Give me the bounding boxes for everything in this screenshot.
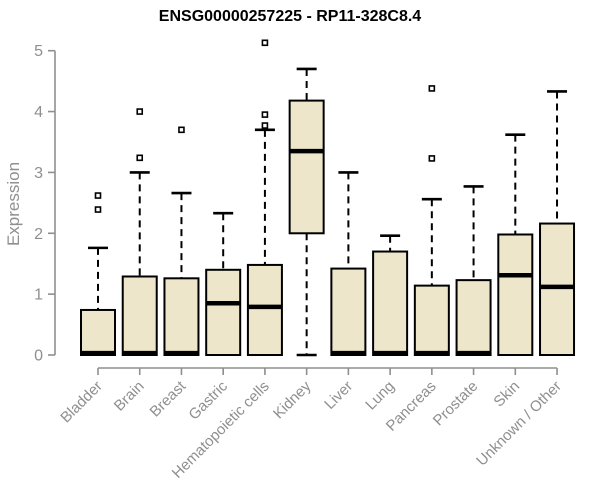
box-hematopoietic-cells [246, 39, 283, 356]
outlier-point [261, 111, 269, 118]
outlier-point [136, 154, 144, 162]
outlier-point [428, 155, 436, 162]
y-tick-label: 0 [34, 348, 43, 365]
y-tick-label: 3 [34, 165, 43, 182]
iqr-box [205, 268, 242, 356]
iqr-box [288, 99, 325, 235]
iqr-box [455, 279, 492, 357]
iqr-box [372, 250, 409, 356]
outlier-point [261, 39, 269, 47]
x-tick-label-brain: Brain [111, 378, 148, 415]
box-breast [163, 126, 200, 357]
y-axis-label: Expression [4, 162, 23, 246]
x-tick-label-lung: Lung [362, 378, 398, 414]
box-lung [372, 234, 409, 356]
box-prostate [455, 185, 492, 357]
box-pancreas [413, 85, 450, 356]
iqr-box [121, 275, 158, 356]
outlier-point [94, 192, 102, 199]
box-kidney [288, 67, 325, 357]
outlier-point [94, 206, 102, 213]
iqr-box [80, 308, 116, 356]
chart-title: ENSG00000257225 - RP11-328C8.4 [159, 8, 422, 25]
y-tick-label: 5 [34, 43, 43, 60]
y-tick-label: 1 [34, 287, 43, 304]
outlier-point [136, 108, 144, 115]
box-bladder [80, 192, 116, 356]
y-tick-label: 4 [34, 104, 43, 121]
box-skin [497, 133, 534, 356]
iqr-box [163, 277, 200, 357]
outlier-point [261, 122, 269, 129]
iqr-box [539, 222, 576, 356]
x-tick-label-bladder: Bladder [57, 378, 106, 427]
iqr-box [413, 284, 450, 356]
x-tick-label-prostate: Prostate [430, 378, 482, 430]
boxes-group [80, 39, 576, 357]
x-tick-label-skin: Skin [490, 378, 523, 411]
iqr-box [246, 263, 283, 356]
box-unknown-other [539, 90, 576, 356]
iqr-box [330, 267, 367, 356]
x-tick-label-breast: Breast [147, 377, 190, 420]
x-tick-label-kidney: Kidney [270, 377, 315, 422]
box-brain [121, 108, 158, 356]
y-tick-label: 2 [34, 226, 43, 243]
iqr-box [497, 233, 534, 356]
outlier-point [428, 85, 436, 92]
box-gastric [205, 211, 242, 356]
outlier-point [178, 126, 185, 134]
box-liver [330, 171, 367, 356]
x-tick-label-liver: Liver [321, 378, 356, 413]
